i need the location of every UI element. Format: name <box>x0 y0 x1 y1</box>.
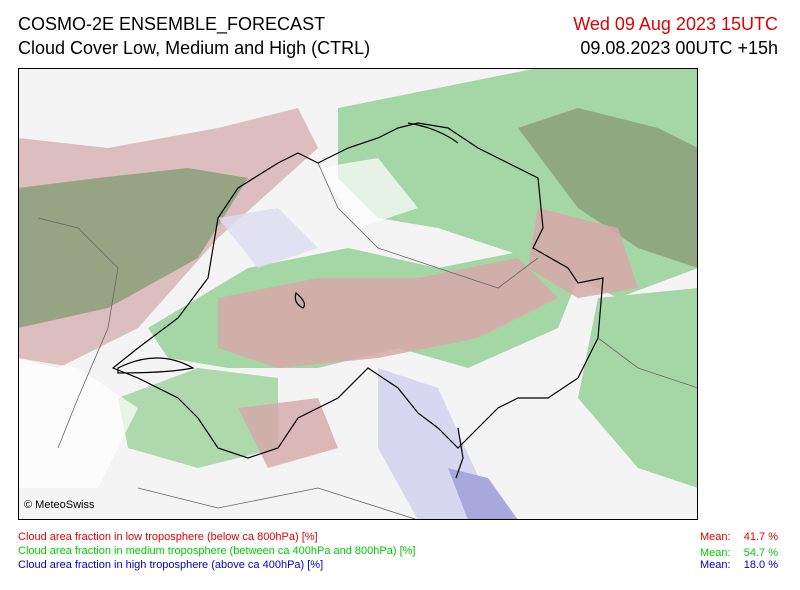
lake <box>455 427 464 479</box>
map-frame <box>18 68 698 520</box>
legend-medium: Cloud area fraction in medium tropospher… <box>18 545 416 557</box>
mean-value: 41.7 % <box>743 531 778 543</box>
legend-high: Cloud area fraction in high troposphere … <box>18 559 324 571</box>
mean-label: Mean: <box>700 531 731 543</box>
map: © MeteoSwiss <box>18 68 698 520</box>
low-cloud-area <box>218 258 558 368</box>
mixed-cloud-area <box>18 168 248 328</box>
mean-label: Mean: <box>700 547 731 559</box>
credit: © MeteoSwiss <box>24 499 95 511</box>
mean-label: Mean: <box>700 559 731 571</box>
lake <box>294 291 306 309</box>
lake <box>407 122 459 144</box>
clear-area <box>18 358 138 488</box>
clear-area <box>318 158 418 228</box>
run-time: 09.08.2023 00UTC +15h <box>580 38 778 58</box>
low-cloud-area <box>528 208 638 298</box>
country-border <box>111 122 604 459</box>
lake <box>117 357 195 374</box>
valid-time: Wed 09 Aug 2023 15UTC <box>573 14 778 34</box>
title: COSMO-2E ENSEMBLE_FORECAST <box>18 14 326 34</box>
legend-low: Cloud area fraction in low troposphere (… <box>18 531 318 543</box>
medium-cloud-area <box>578 288 698 488</box>
mean-value: 54.7 % <box>743 547 778 559</box>
mean-value: 18.0 % <box>743 559 778 571</box>
borders <box>111 122 604 479</box>
cloud-layers <box>18 68 698 520</box>
subtitle: Cloud Cover Low, Medium and High (CTRL) <box>18 38 371 58</box>
high-cloud-area <box>448 468 518 520</box>
high-cloud-area <box>218 208 318 268</box>
mixed-cloud-area <box>518 108 698 268</box>
region-borders <box>37 162 698 520</box>
